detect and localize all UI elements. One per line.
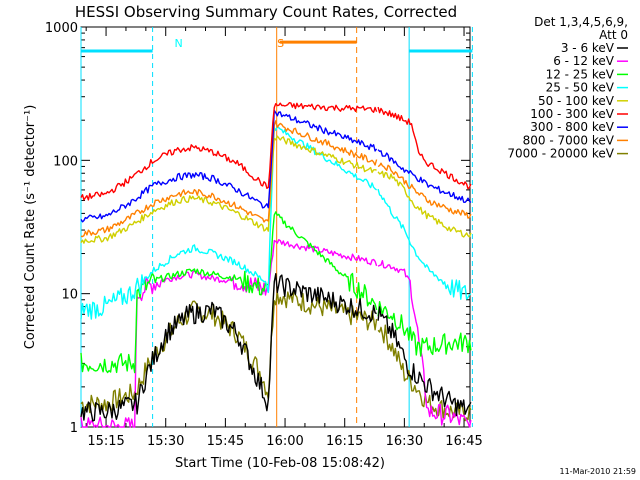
x-tick-label: 15:30 bbox=[147, 434, 184, 449]
series-line-1 bbox=[80, 238, 378, 428]
x-axis-label: Start Time (10-Feb-08 15:08:42) bbox=[175, 456, 385, 471]
series-line-7 bbox=[377, 162, 472, 219]
annotation-label: S bbox=[277, 37, 284, 50]
series-line-6 bbox=[377, 149, 472, 204]
series-line-3 bbox=[377, 188, 472, 300]
series-line-8 bbox=[80, 289, 378, 414]
footer-timestamp: 11-Mar-2010 21:59 bbox=[560, 467, 637, 476]
y-tick-label: 100 bbox=[53, 154, 78, 169]
legend-label: 7000 - 20000 keV bbox=[507, 147, 614, 161]
legend-label: 800 - 7000 keV bbox=[523, 133, 615, 147]
legend-label: 12 - 25 keV bbox=[546, 67, 615, 81]
series-line-2 bbox=[377, 301, 472, 357]
legend-label: 100 - 300 keV bbox=[530, 107, 614, 121]
plot-frame bbox=[80, 26, 471, 428]
x-tick-label: 16:15 bbox=[326, 434, 363, 449]
series-line-7 bbox=[80, 120, 378, 238]
x-tick-label: 15:45 bbox=[207, 434, 244, 449]
y-tick-label: 10 bbox=[61, 288, 78, 303]
series-line-5 bbox=[377, 106, 472, 190]
y-tick-label: 1 bbox=[70, 421, 78, 436]
annotation-label: N bbox=[174, 37, 182, 50]
series-line-4 bbox=[377, 170, 472, 238]
series-line-6 bbox=[80, 109, 378, 223]
legend-header-line-2: Att 0 bbox=[599, 28, 628, 42]
x-tick-label: 16:45 bbox=[445, 434, 482, 449]
x-tick-label: 16:30 bbox=[386, 434, 423, 449]
x-tick-label: 15:15 bbox=[87, 434, 124, 449]
plot-area: 1 10 100 1000 15:15 15:30 15:45 16:00 16:15 16:30… bbox=[45, 21, 483, 449]
series-line-5 bbox=[80, 101, 378, 201]
series-line-0 bbox=[377, 306, 472, 417]
legend-label: 300 - 800 keV bbox=[530, 120, 614, 134]
series-line-3 bbox=[80, 125, 378, 320]
legend-label: 50 - 100 keV bbox=[538, 94, 615, 108]
series-line-4 bbox=[80, 135, 377, 244]
y-tick-label: 1000 bbox=[45, 21, 78, 36]
legend-label: 25 - 50 keV bbox=[546, 81, 615, 95]
x-tick-label: 16:00 bbox=[266, 434, 303, 449]
series-line-0 bbox=[80, 273, 377, 422]
legend-label: 3 - 6 keV bbox=[561, 41, 615, 55]
chart-title: HESSI Observing Summary Count Rates, Cor… bbox=[75, 3, 457, 21]
y-axis-label: Corrected Count Rate (s⁻¹ detector⁻¹) bbox=[23, 105, 38, 350]
series-line-2 bbox=[80, 211, 378, 374]
legend-header-line-1: Det 1,3,4,5,6,9, bbox=[534, 15, 628, 29]
legend-label: 6 - 12 keV bbox=[553, 54, 615, 68]
